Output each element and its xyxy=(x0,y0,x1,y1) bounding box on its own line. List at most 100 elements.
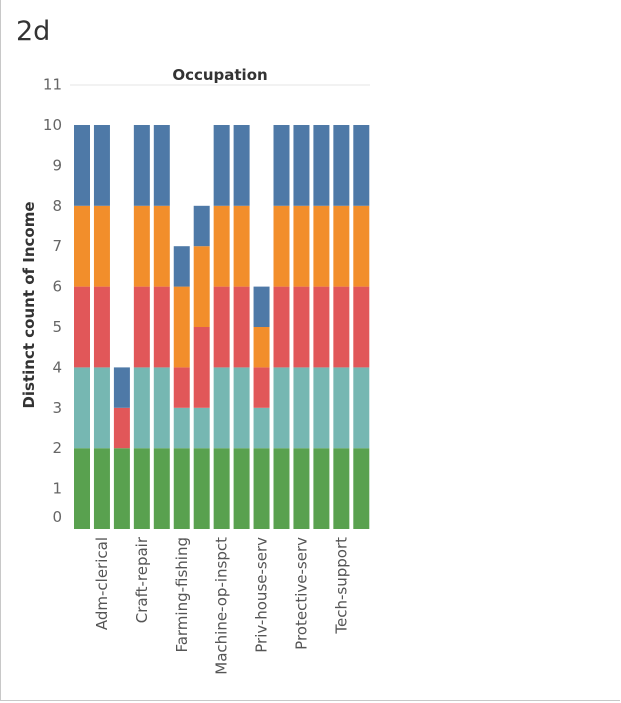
bar-segment[interactable] xyxy=(213,367,230,449)
bar-segment[interactable] xyxy=(74,205,90,287)
y-tick-label: 11 xyxy=(43,76,62,94)
bar-segment[interactable] xyxy=(273,367,290,449)
bar-segment[interactable] xyxy=(93,367,110,449)
bar-segment[interactable] xyxy=(74,448,90,529)
x-category-label: Protective-serv xyxy=(292,537,310,650)
y-tick-label: 7 xyxy=(52,237,62,255)
bar-segment[interactable] xyxy=(293,205,310,287)
bar-segment[interactable] xyxy=(213,205,230,287)
x-category-label: Machine-op-inspct xyxy=(213,537,231,675)
y-tick-label: 1 xyxy=(52,480,62,498)
bar-segment[interactable] xyxy=(93,448,110,529)
bar-segment[interactable] xyxy=(253,327,270,368)
bar-segment[interactable] xyxy=(133,286,150,368)
y-tick-label: 2 xyxy=(52,439,62,457)
bar-segment[interactable] xyxy=(133,205,150,287)
bar-segment[interactable] xyxy=(313,448,330,529)
bar-segment[interactable] xyxy=(253,286,270,327)
bar-segment[interactable] xyxy=(74,286,90,368)
bar-segment[interactable] xyxy=(113,407,130,449)
bar-segment[interactable] xyxy=(253,448,270,529)
bar-segment[interactable] xyxy=(133,448,150,529)
x-category-label: Farming-fishing xyxy=(173,537,191,653)
y-tick-label: 10 xyxy=(43,116,62,134)
bar-segment[interactable] xyxy=(313,286,330,368)
bar-segment[interactable] xyxy=(93,205,110,287)
bar-segment[interactable] xyxy=(74,367,90,449)
bar-segment[interactable] xyxy=(93,125,110,206)
bar-segment[interactable] xyxy=(113,448,130,529)
x-category-label: Adm-clerical xyxy=(93,537,111,630)
bar-segment[interactable] xyxy=(333,205,350,287)
bar-segment[interactable] xyxy=(153,367,170,449)
bar-segment[interactable] xyxy=(153,125,170,206)
bar-segment[interactable] xyxy=(333,448,350,529)
x-category-label: Tech-support xyxy=(332,537,350,635)
bar-segment[interactable] xyxy=(213,448,230,529)
bar-segment[interactable] xyxy=(273,125,290,206)
bar-segment[interactable] xyxy=(353,125,370,206)
y-axis-title: Distinct count of Income xyxy=(20,201,38,408)
bar-segment[interactable] xyxy=(273,448,290,529)
bar-segment[interactable] xyxy=(273,205,290,287)
bar-segment[interactable] xyxy=(353,448,370,529)
y-tick-label: 9 xyxy=(52,156,62,174)
bar-segment[interactable] xyxy=(253,367,270,408)
bar-segment[interactable] xyxy=(233,205,250,287)
bar-segment[interactable] xyxy=(74,125,90,206)
y-tick-label: 8 xyxy=(52,197,62,215)
bar-segment[interactable] xyxy=(233,286,250,368)
bar-segment[interactable] xyxy=(313,125,330,206)
column-header-title: Occupation xyxy=(172,66,267,84)
bar-segment[interactable] xyxy=(233,448,250,529)
bar-segment[interactable] xyxy=(353,205,370,287)
bar-segment[interactable] xyxy=(313,367,330,449)
bar-segment[interactable] xyxy=(193,205,210,247)
bar-segment[interactable] xyxy=(173,407,190,449)
bar-segment[interactable] xyxy=(173,448,190,529)
bar-segment[interactable] xyxy=(93,286,110,368)
x-category-label: Craft-repair xyxy=(133,536,151,623)
bar-segment[interactable] xyxy=(153,286,170,368)
bar-segment[interactable] xyxy=(133,367,150,449)
bar-segment[interactable] xyxy=(233,125,250,206)
bar-segment[interactable] xyxy=(193,407,210,449)
bar-segment[interactable] xyxy=(353,367,370,449)
y-tick-label: 0 xyxy=(52,508,62,526)
x-axis: Adm-clerical Craft-repair Farming-fishing M… xyxy=(93,536,350,675)
bar-segment[interactable] xyxy=(193,246,210,327)
y-tick-label: 5 xyxy=(52,318,62,336)
y-tick-label: 6 xyxy=(52,278,62,296)
bars-layer xyxy=(74,125,370,529)
bar-segment[interactable] xyxy=(173,246,190,287)
bar-segment[interactable] xyxy=(273,286,290,368)
bar-segment[interactable] xyxy=(173,367,190,408)
y-tick-label: 4 xyxy=(52,358,62,376)
bar-segment[interactable] xyxy=(313,205,330,287)
bar-segment[interactable] xyxy=(173,286,190,368)
bar-segment[interactable] xyxy=(233,367,250,449)
bar-segment[interactable] xyxy=(353,286,370,368)
bar-segment[interactable] xyxy=(293,367,310,449)
y-tick-label: 3 xyxy=(52,399,62,417)
bar-segment[interactable] xyxy=(213,286,230,368)
sheet-title: 2d xyxy=(16,16,51,47)
bar-segment[interactable] xyxy=(293,286,310,368)
bar-segment[interactable] xyxy=(193,327,210,408)
bar-segment[interactable] xyxy=(293,448,310,529)
y-axis: 0 1 2 3 4 5 6 7 8 9 10 11 xyxy=(43,76,62,526)
bar-segment[interactable] xyxy=(293,125,310,206)
bar-segment[interactable] xyxy=(253,407,270,449)
bar-segment[interactable] xyxy=(333,125,350,206)
bar-segment[interactable] xyxy=(333,286,350,368)
x-category-label: Priv-house-serv xyxy=(253,537,271,653)
bar-segment[interactable] xyxy=(113,367,130,408)
bar-segment[interactable] xyxy=(213,125,230,206)
bar-segment[interactable] xyxy=(133,125,150,206)
bar-segment[interactable] xyxy=(153,205,170,287)
bar-segment[interactable] xyxy=(193,448,210,529)
bar-segment[interactable] xyxy=(153,448,170,529)
bar-segment[interactable] xyxy=(333,367,350,449)
